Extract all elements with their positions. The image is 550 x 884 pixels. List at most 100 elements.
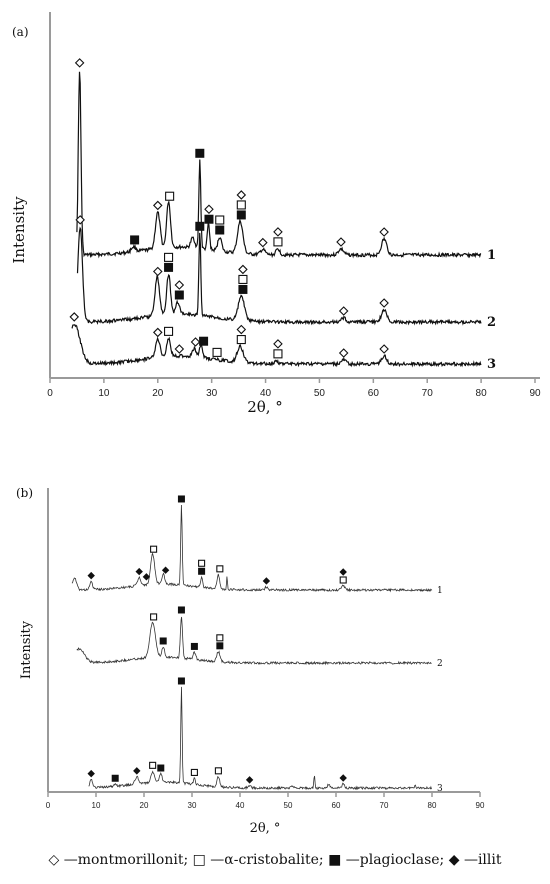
montmorillonit-marker [75,215,85,225]
montmorillonit-marker [338,306,349,316]
series-3-line [71,324,482,368]
plagioclase-marker [236,210,246,220]
panel-b-axes: 0 10 20 30 40 50 60 70 80 90 [46,488,485,810]
cristobalite-marker [216,565,224,573]
montmorillonit-marker [336,237,346,247]
series-1-line [76,71,482,259]
x-tick-label: 90 [476,801,485,810]
montmorillonit-marker [273,227,283,237]
panel-a-label: (a) [12,25,29,39]
plagioclase-marker [195,221,205,231]
x-tick-label: 80 [476,388,488,399]
montmorillonit-marker [379,344,389,354]
x-tick-label: 20 [140,801,149,810]
panel-a-x-axis-title: 2θ, ° [247,398,283,416]
cristobalite-marker [164,252,174,262]
panel-a-y-axis-title: Intensity [10,196,28,264]
x-tick-label: 10 [92,801,101,810]
cristobalite-marker [236,334,246,345]
x-tick-label: 10 [98,388,110,399]
panel-b-series-labels: 1 2 3 [437,586,443,794]
legend-montmorillonit: ◇ —montmorillonit; [48,852,189,868]
cristobalite-marker [339,576,347,584]
panel-b-markers [87,495,347,784]
series-2-label: 2 [487,315,496,330]
panel-b-label: (b) [16,486,33,500]
plagioclase-marker [199,336,209,346]
illit-marker [262,577,271,585]
legend-cristobalite: □ —α-cristobalite; [192,852,324,868]
montmorillonit-marker [153,266,163,277]
panel-a-axes: 0 10 20 30 40 50 60 70 80 90 [47,12,541,399]
illit-marker [161,566,170,574]
montmorillonit-marker [238,264,248,275]
x-tick-label: 60 [368,388,380,399]
cristobalite-marker [273,349,283,359]
x-tick-label: 30 [188,801,197,810]
x-tick-label: 0 [47,388,53,399]
x-tick-label: 0 [46,801,51,810]
plagioclase-marker [177,495,185,503]
series-3-label: 3 [437,784,443,794]
plagioclase-marker [190,642,198,650]
panel-b-curves [71,504,433,791]
series-1-label: 1 [487,248,496,263]
panel-b-chart: (b) Intensity 2θ, ° 0 10 20 30 40 50 60 70 80 90 … [16,486,485,836]
plagioclase-marker [216,642,224,650]
panel-a-markers [69,58,389,359]
x-tick-label: 90 [529,388,541,399]
x-tick-label: 40 [236,801,245,810]
plagioclase-marker [204,214,214,224]
series-2-line [76,226,482,326]
montmorillonit-marker [174,280,185,290]
plagioclase-marker [238,284,248,294]
montmorillonit-marker [153,327,163,338]
panel-b-y-axis-title: Intensity [19,620,34,679]
montmorillonit-marker [273,339,283,349]
montmorillonit-marker [190,337,201,347]
cristobalite-marker [236,200,246,210]
plagioclase-marker [111,774,119,782]
x-tick-label: 70 [422,388,434,399]
illit-marker [87,571,95,580]
cristobalite-marker [198,559,206,567]
cristobalite-marker [212,347,222,357]
x-tick-label: 50 [284,801,293,810]
montmorillonit-marker [204,204,214,215]
montmorillonit-marker [236,190,247,200]
panel-a-series-labels: 1 2 3 [487,248,496,372]
montmorillonit-marker [338,348,349,358]
cristobalite-marker [149,761,157,769]
x-tick-label: 20 [152,388,164,399]
panel-b-x-axis-title: 2θ, ° [250,821,281,836]
series-3-line [88,686,432,791]
panel-a-curves [71,71,482,368]
cristobalite-marker [164,326,174,336]
cristobalite-marker [273,237,283,247]
series-1-label: 1 [437,586,443,596]
illit-marker [142,573,151,581]
x-tick-label: 70 [380,801,389,810]
plagioclase-marker [215,225,225,235]
cristobalite-marker [216,634,224,642]
x-tick-label: 50 [314,388,326,399]
x-tick-label: 40 [260,388,272,399]
x-tick-label: 60 [332,801,341,810]
plagioclase-marker [177,677,185,685]
montmorillonit-marker [379,227,389,237]
illit-marker [133,767,141,775]
plagioclase-marker [198,567,206,575]
legend-plagioclase: ■ —plagioclase; [328,852,445,868]
cristobalite-marker [165,191,175,201]
illit-marker [339,568,347,576]
x-tick-label: 80 [428,801,437,810]
series-3-label: 3 [487,357,496,372]
plagioclase-marker [174,290,184,300]
cristobalite-marker [190,768,198,776]
series-2-line [76,616,432,666]
cristobalite-marker [214,767,222,775]
legend-illit: ◆ —illit [448,852,502,868]
series-1-line [71,504,433,593]
montmorillonit-marker [69,312,80,322]
